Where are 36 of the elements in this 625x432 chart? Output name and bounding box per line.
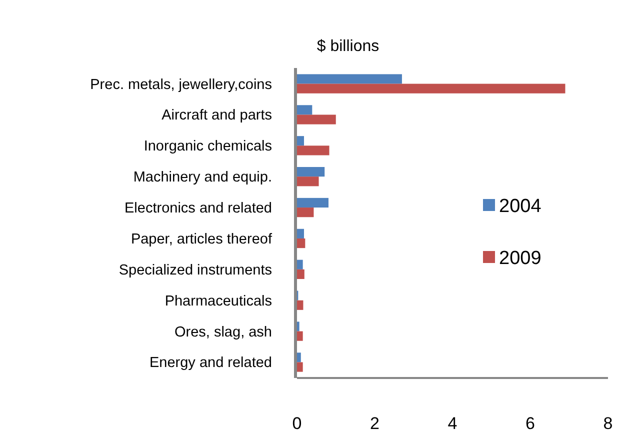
y-tick-label: Inorganic chemicals [144, 138, 272, 155]
bar [297, 167, 325, 177]
y-tick-label: Electronics and related [124, 200, 272, 217]
legend-label: 2009 [499, 248, 542, 269]
bar [297, 331, 303, 341]
bar [297, 136, 304, 146]
bar [297, 176, 319, 186]
y-tick-label: Ores, slag, ash [174, 324, 272, 340]
bar [297, 208, 314, 218]
bar [297, 228, 304, 238]
x-tick-label: 2 [370, 414, 380, 432]
y-tick-label: Paper, articles thereof [130, 231, 273, 248]
chart-title: $ billions [316, 38, 380, 55]
x-tick-label: 8 [603, 414, 613, 432]
legend-label: 2004 [499, 196, 542, 217]
bar [297, 146, 330, 156]
bar [297, 352, 301, 362]
y-tick-label: Pharmaceuticals [164, 293, 272, 310]
bar [297, 300, 304, 310]
bar [297, 114, 336, 124]
bar [297, 198, 328, 208]
y-tick-label: Machinery and equip. [133, 170, 272, 186]
bar [297, 74, 402, 84]
bar [297, 238, 306, 248]
x-tick-label: 4 [448, 414, 458, 432]
y-tick-label: Specialized instruments [118, 262, 272, 278]
bar [297, 269, 304, 279]
bar [297, 260, 303, 270]
bar [297, 84, 566, 94]
x-tick-label: 0 [292, 414, 302, 432]
bar [297, 362, 303, 372]
y-tick-label: Aircraft and parts [162, 108, 272, 124]
y-tick-label: Prec. metals, jewellery,coins [90, 76, 272, 93]
bar [297, 105, 312, 115]
y-tick-label: Energy and related [149, 355, 272, 372]
x-tick-label: 6 [526, 414, 535, 432]
